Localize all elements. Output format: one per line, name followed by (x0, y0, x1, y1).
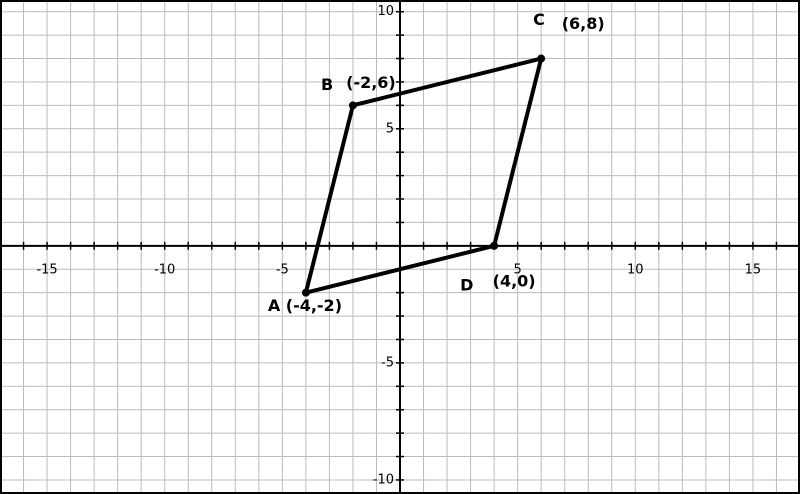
x-tick-label: 15 (745, 262, 762, 277)
x-tick-label: 10 (627, 262, 644, 277)
marks: A (-4,-2) B (-2,6) C (6,8) D (4,0) (268, 10, 605, 315)
x-tick-label: -15 (36, 262, 57, 277)
vertex-name: D (460, 275, 473, 294)
vertex-name: C (533, 10, 545, 29)
vertex-label: (-2,6) (346, 73, 396, 92)
vertex (301, 288, 310, 297)
vertex-label: (6,8) (562, 14, 605, 33)
y-tick-label: -5 (381, 355, 394, 370)
y-tick-label: 5 (386, 121, 394, 136)
x-tick-label: -10 (154, 262, 175, 277)
vertex (348, 101, 357, 110)
vertex-name: B (321, 75, 333, 94)
y-tick-label: 10 (377, 4, 394, 19)
vertex (490, 241, 499, 250)
y-tick-label: -10 (373, 472, 394, 487)
x-tick-label: -5 (276, 262, 289, 277)
x-tick-label: 5 (514, 262, 522, 277)
vertex-label: (-4,-2) (286, 296, 342, 315)
vertex-name: A (268, 296, 281, 315)
vertex (537, 54, 546, 63)
vertex-label: (4,0) (493, 271, 536, 290)
